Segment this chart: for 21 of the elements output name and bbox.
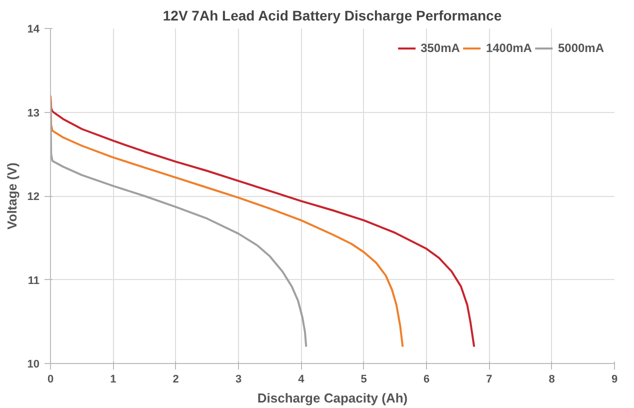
x-tick-label: 1: [110, 374, 116, 386]
x-tick-label: 4: [298, 374, 306, 386]
x-tick-label: 0: [47, 374, 54, 386]
x-axis-title: Discharge Capacity (Ah): [257, 390, 408, 406]
x-tick-label: 3: [235, 374, 242, 386]
legend-label: 5000mA: [558, 41, 604, 55]
chart-title: 12V 7Ah Lead Acid Battery Discharge Performance: [162, 8, 502, 24]
y-tick-label: 10: [27, 358, 40, 370]
x-tick-label: 2: [172, 374, 179, 386]
x-tick-label: 9: [611, 374, 618, 386]
y-tick-label: 11: [28, 274, 40, 287]
y-tick-label: 13: [27, 107, 40, 120]
x-tick-label: 5: [360, 374, 367, 386]
legend-label: 1400mA: [486, 41, 532, 55]
y-tick-label: 14: [27, 24, 40, 36]
y-axis-title: Voltage (V): [4, 162, 20, 230]
legend-label: 350mA: [420, 41, 460, 55]
y-tick-label: 12: [27, 191, 40, 203]
x-tick-label: 8: [548, 374, 555, 386]
x-tick-label: 6: [423, 374, 430, 386]
x-tick-label: 7: [486, 374, 492, 386]
